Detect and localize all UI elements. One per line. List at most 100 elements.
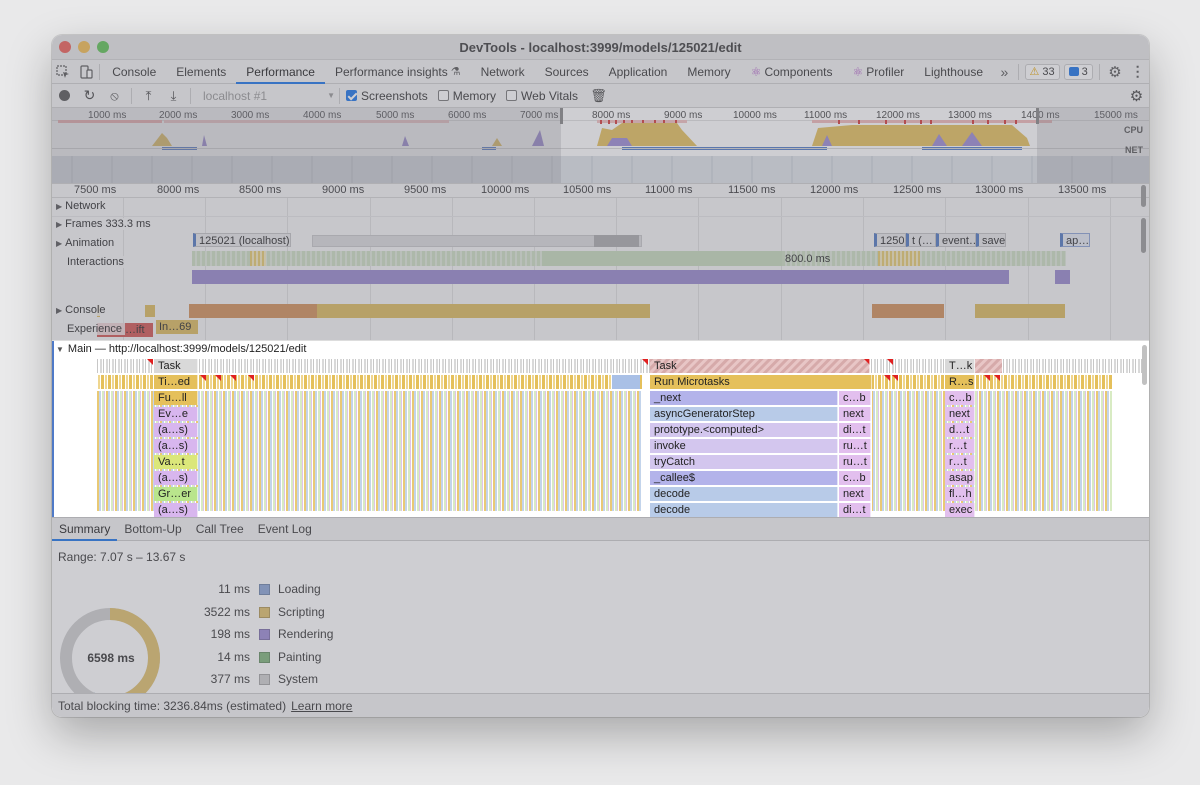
screenshots-checkbox[interactable]: Screenshots bbox=[346, 89, 428, 103]
flame-function[interactable]: decode bbox=[650, 503, 838, 517]
webvitals-checkbox-box[interactable] bbox=[506, 90, 518, 101]
tab-performance[interactable]: Performance bbox=[236, 60, 325, 84]
flame-function[interactable]: d…t bbox=[945, 423, 975, 437]
console-bar[interactable] bbox=[872, 304, 944, 318]
tab-bottom-up[interactable]: Bottom-Up bbox=[124, 522, 182, 536]
flame-function[interactable]: R…s bbox=[945, 375, 975, 389]
flame-function[interactable]: c…b bbox=[945, 391, 975, 405]
close-window-button[interactable] bbox=[59, 41, 71, 53]
flame-function[interactable]: exec bbox=[945, 503, 975, 517]
flame-task[interactable]: T…k bbox=[945, 359, 975, 373]
network-request[interactable]: 125021 (localhost) bbox=[193, 233, 291, 247]
timeline-overview[interactable]: 1000 ms 2000 ms 3000 ms 4000 ms 5000 ms … bbox=[52, 108, 1149, 184]
frames-long-frame[interactable] bbox=[878, 251, 920, 266]
reload-record-button[interactable]: ↻ bbox=[77, 84, 102, 108]
kebab-menu-icon[interactable]: ⋮ bbox=[1130, 63, 1145, 79]
load-profile-button[interactable]: ⤒ bbox=[136, 84, 161, 108]
network-request[interactable]: 1250 bbox=[874, 233, 906, 247]
console-bar[interactable] bbox=[975, 304, 1065, 318]
memory-checkbox[interactable]: Memory bbox=[437, 89, 496, 103]
more-tabs-icon[interactable]: » bbox=[1000, 63, 1009, 80]
flame-function[interactable]: c…b bbox=[839, 391, 871, 405]
flame-task[interactable]: (a…s) bbox=[154, 503, 198, 517]
interaction-marker[interactable] bbox=[145, 305, 155, 317]
flame-function[interactable]: asap bbox=[945, 471, 975, 485]
track-console[interactable]: ▶ Console bbox=[56, 304, 109, 316]
animation-bar[interactable] bbox=[192, 270, 1009, 284]
network-request[interactable]: ap… bbox=[1060, 233, 1090, 247]
flame-function[interactable]: di…t bbox=[839, 423, 871, 437]
tab-network[interactable]: Network bbox=[480, 64, 525, 79]
inspect-element-icon[interactable] bbox=[52, 60, 75, 84]
flame-function[interactable]: invoke bbox=[650, 439, 838, 453]
messages-badge[interactable]: 3 bbox=[1063, 63, 1093, 80]
flame-function[interactable]: di…t bbox=[839, 503, 871, 517]
tab-profiler[interactable]: ⚛ Profiler bbox=[843, 60, 915, 84]
flame-run-microtasks[interactable]: Run Microtasks bbox=[650, 375, 872, 389]
save-profile-button[interactable]: ⤓ bbox=[161, 84, 186, 108]
flame-function[interactable]: asyncGeneratorStep bbox=[650, 407, 838, 421]
record-button[interactable] bbox=[52, 84, 77, 108]
flame-task[interactable]: Ev…e bbox=[154, 407, 198, 421]
console-bar[interactable] bbox=[189, 304, 317, 318]
flame-function[interactable]: decode bbox=[650, 487, 838, 501]
zoom-window-button[interactable] bbox=[97, 41, 109, 53]
flame-task[interactable]: (a…s) bbox=[154, 439, 198, 453]
flame-task[interactable]: Va…t bbox=[154, 455, 198, 469]
warnings-badge[interactable]: ⚠ 33 bbox=[1024, 63, 1060, 80]
screenshots-checkbox-box[interactable] bbox=[346, 90, 357, 101]
tab-performance-insights[interactable]: Performance insights ⚗ bbox=[325, 60, 471, 84]
tab-application[interactable]: Application bbox=[608, 64, 668, 79]
flame-function[interactable]: r…t bbox=[945, 439, 975, 453]
flame-task[interactable]: Ti…ed bbox=[154, 375, 198, 389]
main-thread-header[interactable]: ▼ Main — http://localhost:3999/models/12… bbox=[56, 343, 306, 355]
network-request[interactable]: save… bbox=[976, 233, 1006, 247]
track-network[interactable]: ▶ Network bbox=[56, 200, 109, 212]
flame-task[interactable]: (a…s) bbox=[154, 423, 198, 437]
capture-settings-button[interactable]: ⚙ bbox=[1124, 84, 1149, 108]
flame-function[interactable]: next bbox=[839, 487, 871, 501]
animation-bar[interactable] bbox=[1055, 270, 1070, 284]
network-request-bar[interactable] bbox=[312, 235, 642, 247]
tab-summary[interactable]: Summary bbox=[52, 517, 118, 541]
flame-function[interactable]: fl…h bbox=[945, 487, 975, 501]
flame-function[interactable]: ru…t bbox=[839, 439, 871, 453]
track-animation[interactable]: ▶ Animation bbox=[56, 237, 118, 249]
tab-call-tree[interactable]: Call Tree bbox=[195, 522, 244, 536]
target-select[interactable]: localhost #1 ▼ bbox=[195, 87, 335, 105]
flame-task[interactable]: Task bbox=[154, 359, 198, 373]
flame-function[interactable]: r…t bbox=[945, 455, 975, 469]
interaction-event[interactable]: In…69 bbox=[156, 320, 198, 334]
network-request-bar[interactable] bbox=[594, 235, 639, 247]
tab-event-log[interactable]: Event Log bbox=[257, 522, 312, 536]
overview-selection-handle[interactable] bbox=[560, 108, 563, 124]
flame-task[interactable]: Fu…ll bbox=[154, 391, 198, 405]
flame-function[interactable]: tryCatch bbox=[650, 455, 838, 469]
tab-console[interactable]: Console bbox=[112, 64, 157, 79]
vertical-scrollbar[interactable] bbox=[1142, 345, 1147, 385]
tab-lighthouse[interactable]: Lighthouse bbox=[924, 64, 983, 79]
minimize-window-button[interactable] bbox=[78, 41, 90, 53]
timeline-scrollbar[interactable] bbox=[1141, 185, 1146, 207]
tab-components[interactable]: ⚛ Components bbox=[741, 60, 843, 84]
overview-selection-handle[interactable] bbox=[1036, 108, 1039, 124]
settings-gear-icon[interactable]: ⚙ bbox=[1108, 63, 1122, 81]
clear-button[interactable]: ⦸ bbox=[102, 84, 127, 108]
main-thread-track[interactable]: ▼ Main — http://localhost:3999/models/12… bbox=[52, 340, 1149, 517]
garbage-collect-button[interactable]: 🗑 bbox=[586, 84, 611, 108]
webvitals-checkbox[interactable]: Web Vitals bbox=[506, 89, 578, 103]
timeline-scrollbar[interactable] bbox=[1141, 218, 1146, 253]
flame-function[interactable]: _next bbox=[650, 391, 838, 405]
frames-long-frame[interactable] bbox=[250, 251, 266, 266]
frames-long-frame[interactable] bbox=[542, 251, 782, 266]
tab-sources[interactable]: Sources bbox=[544, 64, 589, 79]
flame-function[interactable]: ru…t bbox=[839, 455, 871, 469]
flame-task[interactable]: Task bbox=[650, 359, 870, 373]
console-bar[interactable] bbox=[317, 304, 650, 318]
learn-more-link[interactable]: Learn more bbox=[291, 698, 353, 713]
flame-task[interactable]: (a…s) bbox=[154, 471, 198, 485]
tab-elements[interactable]: Elements bbox=[176, 64, 227, 79]
flame-function[interactable]: prototype.<computed> bbox=[650, 423, 838, 437]
tab-memory[interactable]: Memory bbox=[687, 64, 731, 79]
flame-function[interactable]: next bbox=[839, 407, 871, 421]
